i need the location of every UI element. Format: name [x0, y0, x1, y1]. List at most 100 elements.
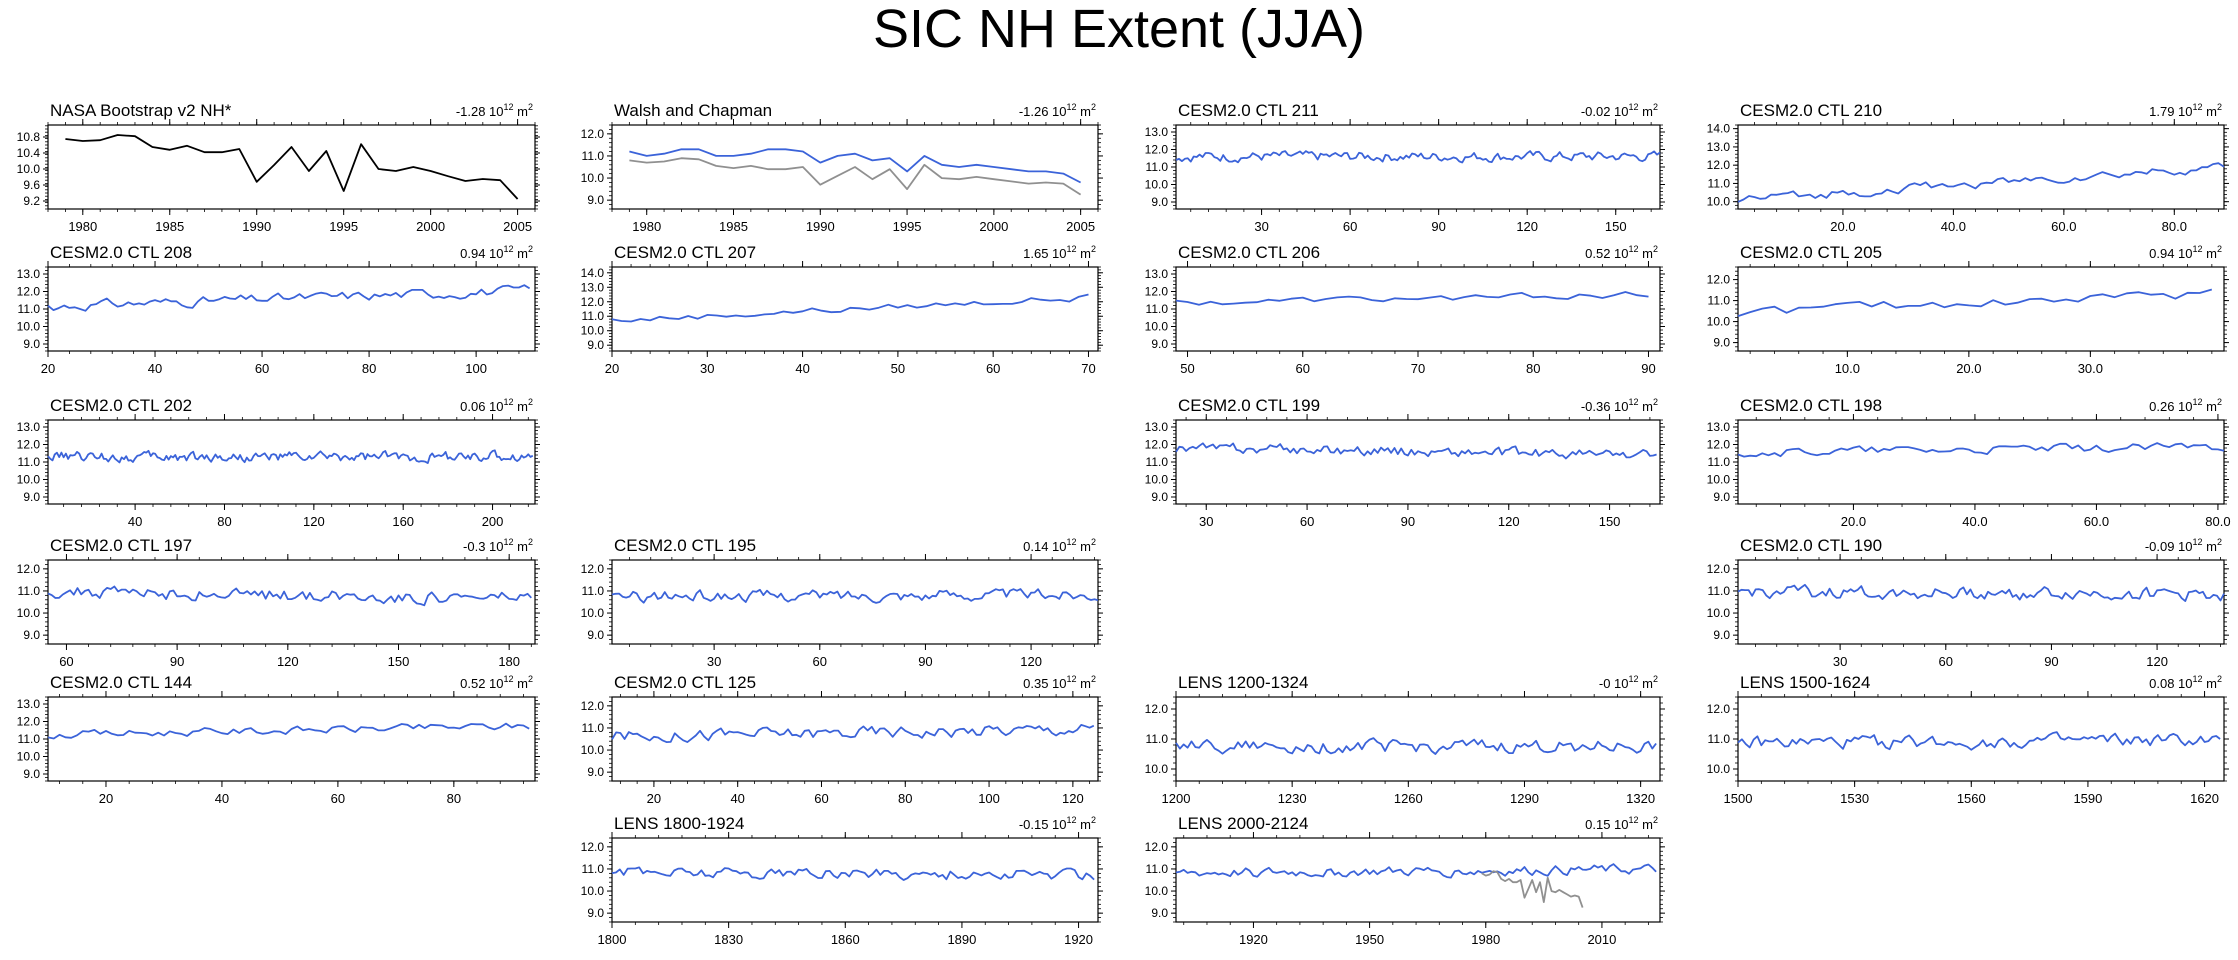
x-tick-label: 1320	[1626, 791, 1655, 806]
trend-label: 0.15 1012 m2	[1585, 815, 1658, 832]
panel-frame	[1175, 837, 1661, 923]
x-tick-label: 50	[1180, 361, 1194, 376]
x-tick-label: 20.0	[1956, 361, 1981, 376]
x-tick-label: 120	[1516, 219, 1538, 234]
x-tick-label: 1590	[2073, 791, 2102, 806]
x-tick-label: 80.0	[2162, 219, 2187, 234]
x-tick-label: 90	[1641, 361, 1655, 376]
trend-label: -0.15 1012 m2	[1019, 815, 1096, 832]
y-tick-label: 10.0	[1707, 195, 1731, 209]
x-tick-label: 60.0	[2051, 219, 2076, 234]
x-tick-label: 1920	[1239, 932, 1268, 947]
series-line-1	[629, 157, 1082, 196]
y-tick-label: 12.0	[1145, 840, 1169, 854]
series-line-0	[1175, 291, 1649, 306]
x-tick-label: 20.0	[1830, 219, 1855, 234]
chart-panel-11: CESM2.0 CTL 197 -0.3 1012 m2 9.0 10.0 11.0 12…	[17, 536, 540, 669]
x-tick-label: 40	[795, 361, 809, 376]
y-tick-label: 13.0	[1145, 125, 1169, 139]
chart-panel-6: CESM2.0 CTL 206 0.52 1012 m2 9.0 10.0 11.0 12…	[1145, 243, 1665, 376]
x-tick-label: 20	[99, 791, 113, 806]
series-line-0	[611, 293, 1089, 323]
chart-panel-2: CESM2.0 CTL 211 -0.02 1012 m2 9.0 10.0 11.0 1…	[1145, 101, 1665, 234]
x-tick-label: 30.0	[2078, 361, 2103, 376]
panel-frame	[611, 837, 1099, 923]
panel-title: CESM2.0 CTL 125	[614, 673, 756, 692]
panel-title: CESM2.0 CTL 197	[50, 536, 192, 555]
y-tick-label: 13.0	[1145, 267, 1169, 281]
trend-label: 0.52 1012 m2	[1585, 244, 1658, 261]
x-tick-label: 90	[1401, 514, 1415, 529]
y-tick-label: 10.0	[581, 743, 605, 757]
y-tick-label: 9.0	[23, 767, 40, 781]
panel-frame	[611, 266, 1099, 352]
series-line-0	[1175, 863, 1657, 879]
x-tick-label: 60	[59, 654, 73, 669]
chart-panel-12: CESM2.0 CTL 195 0.14 1012 m2 9.0 10.0 11.0 12…	[581, 536, 1103, 669]
y-tick-label: 11.0	[1708, 294, 1731, 308]
x-tick-label: 80	[362, 361, 376, 376]
x-tick-label: 150	[1605, 219, 1627, 234]
y-tick-label: 13.0	[17, 697, 41, 711]
chart-panel-5: CESM2.0 CTL 207 1.65 1012 m2 9.010.011.012…	[581, 243, 1103, 376]
panel-title: LENS 2000-2124	[1178, 814, 1308, 833]
chart-panel-14: CESM2.0 CTL 144 0.52 1012 m2 9.0 10.0 11.0 12…	[17, 673, 540, 806]
panel-frame	[1175, 696, 1661, 782]
y-tick-label: 13.0	[1707, 420, 1731, 434]
y-tick-label: 11.0	[1708, 455, 1731, 469]
x-tick-label: 60	[255, 361, 269, 376]
chart-panel-17: LENS 1500-1624 0.08 1012 m2 10.0 11.0 12.0 15…	[1707, 673, 2229, 806]
y-tick-label: 11.0	[1708, 176, 1731, 190]
x-tick-label: 20	[605, 361, 619, 376]
panel-frame	[1175, 266, 1661, 352]
chart-panel-7: CESM2.0 CTL 205 0.94 1012 m2 9.0 10.0 11.0 12…	[1707, 243, 2229, 376]
y-tick-label: 13.0	[581, 280, 605, 294]
x-tick-label: 120	[1020, 654, 1042, 669]
x-tick-label: 1890	[947, 932, 976, 947]
series-line-0	[611, 588, 1099, 604]
trend-label: 0.14 1012 m2	[1023, 537, 1096, 554]
y-tick-label: 12.0	[581, 127, 605, 141]
x-tick-label: 180	[498, 654, 520, 669]
x-tick-label: 80	[217, 514, 231, 529]
series-line-0	[47, 449, 534, 465]
y-tick-label: 12.0	[17, 438, 41, 452]
y-tick-label: 11.0	[582, 584, 605, 598]
panel-frame	[47, 559, 536, 645]
y-tick-label: 12.0	[1145, 438, 1169, 452]
x-tick-label: 120	[303, 514, 325, 529]
trend-label: -0.3 1012 m2	[463, 537, 533, 554]
x-tick-label: 1985	[719, 219, 748, 234]
y-tick-label: 11.0	[582, 721, 605, 735]
y-tick-label: 10.0	[1707, 315, 1731, 329]
chart-panel-16: LENS 1200-1324 -0 1012 m2 10.0 11.0 12.0 1200…	[1145, 673, 1665, 806]
y-tick-label: 9.0	[587, 906, 604, 920]
series-line-0	[1175, 150, 1661, 164]
series-line-0	[611, 866, 1095, 881]
chart-panel-19: LENS 2000-2124 0.15 1012 m2 9.0 10.0 11.0 12.…	[1145, 814, 1665, 947]
x-tick-label: 40	[128, 514, 142, 529]
y-tick-label: 10.0	[1145, 320, 1169, 334]
panel-title: CESM2.0 CTL 198	[1740, 396, 1882, 415]
x-tick-label: 80	[447, 791, 461, 806]
y-tick-label: 12.0	[1145, 143, 1169, 157]
x-tick-label: 2000	[979, 219, 1008, 234]
chart-panel-8: CESM2.0 CTL 202 0.06 1012 m2 9.0 10.0 11.0 12…	[17, 396, 540, 529]
y-tick-label: 9.0	[1713, 336, 1730, 350]
series-line-1	[1481, 870, 1584, 908]
x-tick-label: 60	[986, 361, 1000, 376]
trend-label: 0.52 1012 m2	[460, 674, 533, 691]
trend-label: -0 1012 m2	[1599, 674, 1658, 691]
x-tick-label: 1860	[831, 932, 860, 947]
y-tick-label: 11.0	[1146, 862, 1169, 876]
chart-panel-4: CESM2.0 CTL 208 0.94 1012 m2 9.0 10.0 11.0 12…	[17, 243, 540, 376]
x-tick-label: 1800	[598, 932, 627, 947]
panel-title: CESM2.0 CTL 195	[614, 536, 756, 555]
x-tick-label: 60	[1296, 361, 1310, 376]
x-tick-label: 1980	[632, 219, 661, 234]
y-tick-label: 12.0	[1707, 562, 1731, 576]
y-tick-label: 9.6	[23, 178, 40, 192]
x-tick-label: 150	[1599, 514, 1621, 529]
panel-title: Walsh and Chapman	[614, 101, 772, 120]
